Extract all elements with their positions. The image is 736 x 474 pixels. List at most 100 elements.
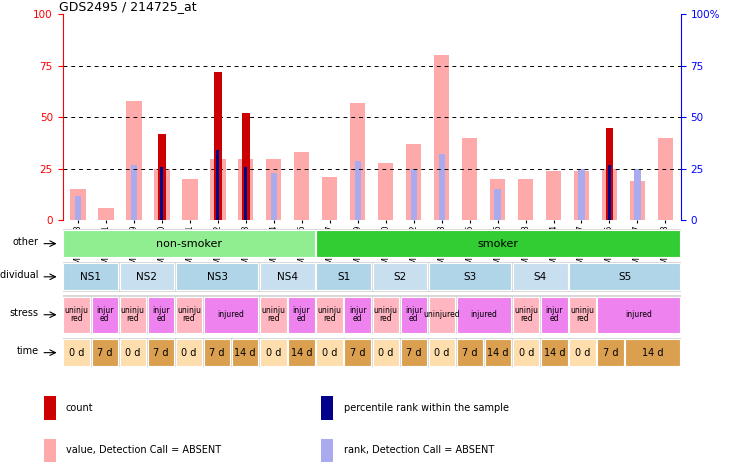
Bar [541, 297, 567, 333]
Bar [70, 190, 85, 220]
Bar [400, 339, 427, 366]
Bar [439, 155, 445, 220]
Text: S2: S2 [393, 272, 406, 282]
Text: rank, Detection Call = ABSENT: rank, Detection Call = ABSENT [344, 446, 494, 456]
Text: S1: S1 [337, 272, 350, 282]
Bar [344, 297, 371, 333]
Text: 0 d: 0 d [69, 347, 85, 358]
Bar [232, 339, 258, 366]
Bar [372, 297, 399, 333]
Text: 7 d: 7 d [406, 347, 422, 358]
Bar [154, 169, 169, 220]
Text: other: other [13, 237, 39, 247]
Bar [120, 263, 174, 291]
Text: S3: S3 [464, 272, 477, 282]
Bar [204, 297, 258, 333]
Bar [513, 263, 567, 291]
Text: uninju
red: uninju red [261, 306, 286, 323]
Bar [518, 179, 534, 220]
Text: 0 d: 0 d [266, 347, 281, 358]
Text: injur
ed: injur ed [293, 306, 310, 323]
Bar [176, 263, 258, 291]
Bar [216, 150, 219, 220]
Bar [126, 101, 141, 220]
Bar [400, 297, 427, 333]
Text: NS4: NS4 [277, 272, 298, 282]
Text: 0 d: 0 d [181, 347, 197, 358]
Bar [43, 396, 56, 420]
Bar [176, 339, 202, 366]
Bar [63, 339, 90, 366]
Text: 14 d: 14 d [544, 347, 565, 358]
Text: injur
ed: injur ed [349, 306, 367, 323]
Text: uninju
red: uninju red [317, 306, 342, 323]
Bar [608, 165, 611, 220]
Bar [91, 339, 118, 366]
Bar [429, 339, 455, 366]
Bar [457, 339, 484, 366]
Bar [569, 263, 680, 291]
Bar [546, 171, 562, 220]
Text: 14 d: 14 d [291, 347, 312, 358]
Bar [98, 208, 113, 220]
Bar [574, 171, 590, 220]
Bar [406, 144, 421, 220]
Bar [316, 339, 343, 366]
Text: uninju
red: uninju red [374, 306, 397, 323]
Text: count: count [66, 403, 93, 413]
Bar [322, 177, 337, 220]
Text: S5: S5 [618, 272, 631, 282]
Text: uninju
red: uninju red [570, 306, 595, 323]
Text: 7 d: 7 d [209, 347, 225, 358]
Text: 0 d: 0 d [519, 347, 534, 358]
Bar [344, 339, 371, 366]
Bar [316, 230, 680, 257]
Bar [495, 190, 500, 220]
Bar [569, 297, 595, 333]
Bar [630, 181, 645, 220]
Bar [490, 179, 505, 220]
Bar [316, 297, 343, 333]
Bar [131, 165, 137, 220]
Text: 14 d: 14 d [487, 347, 509, 358]
Bar [434, 55, 449, 220]
Text: 7 d: 7 d [462, 347, 478, 358]
Bar [578, 169, 584, 220]
Bar [210, 159, 225, 220]
Text: percentile rank within the sample: percentile rank within the sample [344, 403, 509, 413]
Bar [350, 103, 365, 220]
Bar [626, 339, 680, 366]
Bar [120, 339, 146, 366]
Bar [429, 297, 455, 333]
Bar [321, 438, 333, 463]
Bar [271, 173, 277, 220]
Bar [214, 72, 222, 220]
Bar [266, 159, 281, 220]
Text: 0 d: 0 d [575, 347, 590, 358]
Bar [602, 169, 618, 220]
Bar [260, 263, 314, 291]
Bar [598, 297, 680, 333]
Text: individual: individual [0, 270, 39, 280]
Text: uninju
red: uninju red [514, 306, 538, 323]
Bar [411, 169, 417, 220]
Text: injur
ed: injur ed [545, 306, 563, 323]
Bar [289, 339, 314, 366]
Text: uninju
red: uninju red [121, 306, 145, 323]
Bar [355, 161, 361, 220]
Text: injured: injured [470, 310, 498, 319]
Bar [75, 196, 81, 220]
Bar [606, 128, 613, 220]
Bar [429, 263, 512, 291]
Bar [242, 113, 250, 220]
Text: stress: stress [10, 308, 39, 318]
Text: NS2: NS2 [136, 272, 158, 282]
Bar [63, 230, 314, 257]
Bar [598, 339, 623, 366]
Bar [238, 159, 253, 220]
Bar [569, 339, 595, 366]
Bar [372, 263, 427, 291]
Text: non-smoker: non-smoker [156, 238, 222, 249]
Bar [260, 297, 286, 333]
Bar [43, 438, 56, 463]
